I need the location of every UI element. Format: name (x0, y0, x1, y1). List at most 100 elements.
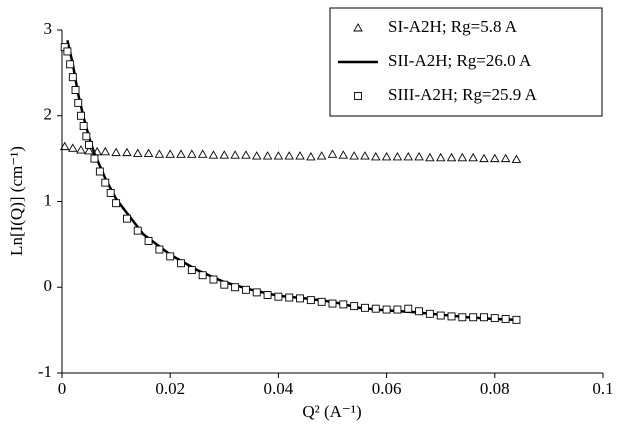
triangle-marker (262, 151, 273, 160)
triangle-marker (197, 149, 208, 158)
triangle-marker (219, 150, 230, 159)
triangle-marker (176, 149, 186, 158)
legend-label: SIII-A2H; Rg=25.9 A (388, 85, 538, 104)
square-marker (71, 86, 80, 94)
square-marker (63, 47, 72, 56)
triangle-marker (457, 152, 468, 162)
square-marker (501, 315, 510, 323)
triangle-marker (84, 146, 94, 155)
square-marker (79, 122, 88, 130)
triangle-marker (284, 151, 294, 160)
triangle-marker (122, 147, 132, 157)
triangle-marker (349, 151, 359, 160)
square-marker (371, 304, 380, 313)
square-marker (231, 283, 240, 292)
x-tick-label: 0.1 (592, 379, 613, 398)
triangle-marker (338, 150, 349, 159)
triangle-marker (392, 152, 403, 161)
square-marker (415, 307, 424, 316)
triangle-marker (68, 143, 78, 152)
square-marker (101, 178, 110, 187)
square-marker (74, 98, 83, 107)
triangle-marker (435, 152, 446, 162)
square-marker (122, 214, 131, 223)
triangle-marker (143, 148, 154, 157)
square-marker (90, 154, 99, 163)
square-marker (361, 303, 369, 312)
square-marker (76, 111, 85, 120)
square-marker (350, 302, 359, 311)
square-marker (177, 259, 185, 268)
triangle-marker (381, 152, 392, 161)
x-tick-label: 0.02 (155, 379, 185, 398)
square-marker (144, 236, 153, 245)
triangle-marker (468, 152, 478, 162)
triangle-marker (241, 150, 251, 159)
triangle-marker (425, 152, 435, 162)
y-axis-label: Ln[I(Q)] (cm⁻¹) (7, 146, 26, 256)
triangle-marker (479, 153, 489, 163)
square-marker (490, 314, 499, 323)
square-marker (447, 312, 456, 321)
square-marker (252, 288, 261, 297)
square-marker (209, 275, 218, 284)
x-tick-label: 0 (58, 379, 67, 398)
triangle-marker (208, 150, 219, 159)
triangle-marker (360, 151, 370, 160)
triangle-marker (273, 151, 284, 160)
square-marker (66, 60, 75, 69)
square-marker (155, 245, 164, 254)
triangle-marker (230, 150, 240, 159)
triangle-marker (500, 153, 511, 163)
square-marker (328, 299, 337, 308)
triangle-marker (371, 152, 381, 161)
y-tick-label: -1 (38, 362, 52, 381)
square-marker (82, 132, 91, 141)
square-marker (106, 188, 115, 197)
square-marker (241, 285, 250, 294)
square-marker (220, 280, 229, 289)
square-marker (68, 73, 77, 82)
square-marker (339, 300, 348, 309)
square-marker (133, 226, 142, 235)
square-marker (512, 315, 521, 324)
square-marker (263, 291, 272, 299)
square-marker (112, 199, 121, 208)
square-marker (425, 309, 434, 318)
legend-label: SII-A2H; Rg=26.0 A (388, 51, 532, 70)
square-marker (317, 297, 326, 306)
square-marker (306, 296, 315, 305)
square-marker (274, 292, 283, 301)
triangle-marker (187, 149, 197, 158)
triangle-marker (111, 147, 121, 157)
triangle-marker (154, 149, 165, 158)
triangle-marker (59, 141, 70, 151)
triangle-marker (251, 151, 262, 160)
square-marker (458, 313, 467, 322)
square-marker (187, 266, 196, 275)
x-tick-label: 0.06 (372, 379, 402, 398)
x-axis-label: Q² (A⁻¹) (302, 402, 361, 421)
triangle-marker (132, 148, 143, 157)
triangle-marker (295, 151, 305, 160)
y-tick-label: 0 (44, 276, 53, 295)
square-marker (382, 305, 391, 314)
triangle-marker (316, 151, 327, 160)
square-marker (166, 252, 175, 261)
legend-box (329, 7, 603, 117)
triangle-marker (446, 152, 457, 162)
y-tick-label: 3 (44, 19, 53, 38)
y-tick-label: 1 (44, 190, 53, 209)
square-marker (198, 271, 207, 280)
triangle-marker (76, 145, 86, 154)
legend-label: SI-A2H; Rg=5.8 A (388, 17, 518, 36)
square-marker (404, 304, 413, 313)
legend-marker (353, 23, 363, 32)
triangle-marker (327, 149, 338, 158)
y-tick-label: 2 (44, 105, 53, 124)
triangle-marker (414, 152, 424, 161)
legend-marker (354, 92, 362, 100)
x-tick-label: 0.04 (264, 379, 294, 398)
triangle-marker (165, 149, 175, 158)
